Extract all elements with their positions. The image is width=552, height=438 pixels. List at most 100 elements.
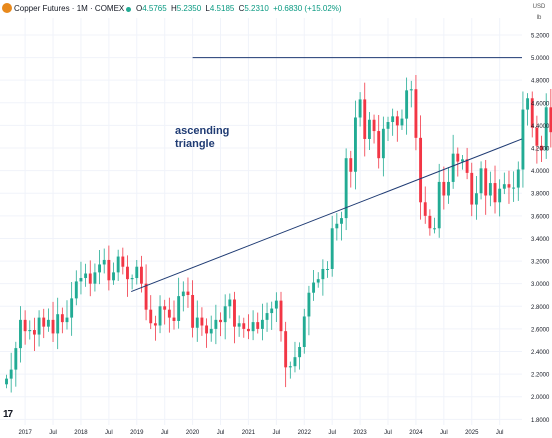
candle-body bbox=[321, 268, 325, 280]
candle-body bbox=[233, 299, 236, 327]
candle-body bbox=[102, 259, 106, 265]
candle-body bbox=[451, 153, 455, 182]
candle-body bbox=[116, 256, 120, 273]
candle-body bbox=[274, 300, 278, 309]
x-tick-label: Jul bbox=[105, 430, 113, 436]
candle-body bbox=[228, 299, 232, 307]
candle-body bbox=[181, 291, 185, 297]
candle-body bbox=[330, 228, 334, 269]
close-key: C bbox=[238, 4, 245, 13]
y-tick-label: 3.0000 bbox=[531, 282, 550, 288]
candle-body bbox=[414, 89, 418, 138]
candle-body bbox=[479, 168, 483, 194]
candle-body bbox=[498, 188, 502, 203]
candle-body bbox=[447, 181, 450, 196]
y-tick-label: 4.2000 bbox=[531, 147, 550, 153]
candle-body bbox=[540, 145, 543, 151]
open-value: 4.5765 bbox=[142, 4, 167, 13]
chart-header: Copper Futures · 1M · COMEX O4.5765 H5.2… bbox=[0, 0, 552, 18]
candle-body bbox=[302, 316, 306, 347]
candle-body bbox=[344, 158, 348, 219]
candle-body bbox=[419, 137, 423, 203]
currency-label: USD bbox=[532, 4, 546, 10]
y-tick-label: 5.0000 bbox=[531, 56, 550, 62]
tradingview-logo: 17 bbox=[3, 409, 13, 420]
unit-label: lb bbox=[536, 15, 542, 21]
close-value: 5.2310 bbox=[244, 4, 269, 13]
candle-body bbox=[88, 273, 92, 284]
candle-body bbox=[167, 309, 171, 318]
x-tick-label: Jul bbox=[273, 430, 281, 436]
candle-body bbox=[37, 317, 41, 335]
high-value: 5.2350 bbox=[176, 4, 202, 13]
y-tick-label: 1.8000 bbox=[531, 418, 550, 424]
currency-unit[interactable]: USD lb bbox=[530, 2, 548, 24]
x-tick-label: Jul bbox=[161, 430, 169, 436]
change-value: +0.6830 (+15.02%) bbox=[273, 4, 342, 13]
x-tick-label: 2022 bbox=[298, 430, 312, 436]
candle-body bbox=[367, 119, 371, 139]
pattern-annotation: triangle bbox=[175, 138, 215, 150]
low-value: 4.5185 bbox=[209, 4, 235, 13]
y-tick-label: 3.6000 bbox=[531, 214, 550, 220]
candle-body bbox=[172, 317, 176, 321]
candle-body bbox=[126, 266, 129, 280]
candle-body bbox=[205, 325, 209, 334]
candle-body bbox=[354, 117, 357, 172]
candle-body bbox=[493, 183, 497, 203]
candle-body bbox=[19, 319, 22, 349]
candle-body bbox=[335, 223, 339, 229]
y-tick-label: 4.6000 bbox=[531, 101, 550, 107]
candle-body bbox=[163, 306, 167, 310]
candle-body bbox=[130, 278, 134, 280]
candle-body bbox=[456, 153, 460, 162]
candle-body bbox=[340, 218, 343, 224]
candle-body bbox=[32, 330, 36, 335]
x-tick-label: 2025 bbox=[465, 430, 479, 436]
candle-body bbox=[246, 328, 250, 332]
candle-body bbox=[200, 317, 204, 326]
x-tick-label: Jul bbox=[328, 430, 336, 436]
candle-body bbox=[423, 202, 427, 216]
candle-body bbox=[526, 98, 530, 110]
y-tick-label: 4.8000 bbox=[531, 79, 550, 85]
x-tick-label: Jul bbox=[496, 430, 504, 436]
y-tick-label: 2.6000 bbox=[531, 327, 550, 333]
candle-body bbox=[270, 308, 274, 314]
candle-body bbox=[135, 266, 139, 279]
x-tick-label: Jul bbox=[384, 430, 392, 436]
candle-body bbox=[391, 116, 395, 123]
candle-body bbox=[186, 291, 190, 295]
candle-body bbox=[256, 322, 260, 329]
candle-body bbox=[544, 107, 548, 151]
candle-body bbox=[521, 109, 525, 170]
candle-body bbox=[377, 131, 381, 159]
candle-body bbox=[51, 319, 55, 334]
candle-body bbox=[223, 306, 227, 323]
y-tick-label: 2.0000 bbox=[531, 395, 550, 401]
symbol-title[interactable]: Copper Futures · 1M · COMEX bbox=[14, 4, 125, 13]
candle-body bbox=[74, 281, 78, 299]
y-tick-label: 2.2000 bbox=[531, 373, 550, 379]
candle-body bbox=[153, 323, 157, 326]
y-tick-label: 5.2000 bbox=[531, 33, 550, 39]
candle-body bbox=[433, 228, 436, 230]
candle-body bbox=[400, 118, 404, 126]
candle-body bbox=[437, 181, 441, 229]
candle-body bbox=[42, 317, 46, 327]
candle-body bbox=[502, 184, 506, 189]
candle-body bbox=[191, 294, 195, 328]
x-tick-label: 2023 bbox=[353, 430, 367, 436]
candle-body bbox=[158, 306, 162, 326]
high-key: H bbox=[170, 4, 177, 13]
candle-body bbox=[84, 273, 88, 279]
candle-body bbox=[409, 89, 413, 91]
candle-body bbox=[381, 128, 385, 159]
candle-body bbox=[474, 193, 478, 205]
candle-body bbox=[395, 116, 399, 126]
candle-body bbox=[265, 313, 269, 320]
candle-body bbox=[316, 279, 320, 283]
candle-body bbox=[139, 266, 143, 284]
candle-body bbox=[242, 323, 246, 329]
